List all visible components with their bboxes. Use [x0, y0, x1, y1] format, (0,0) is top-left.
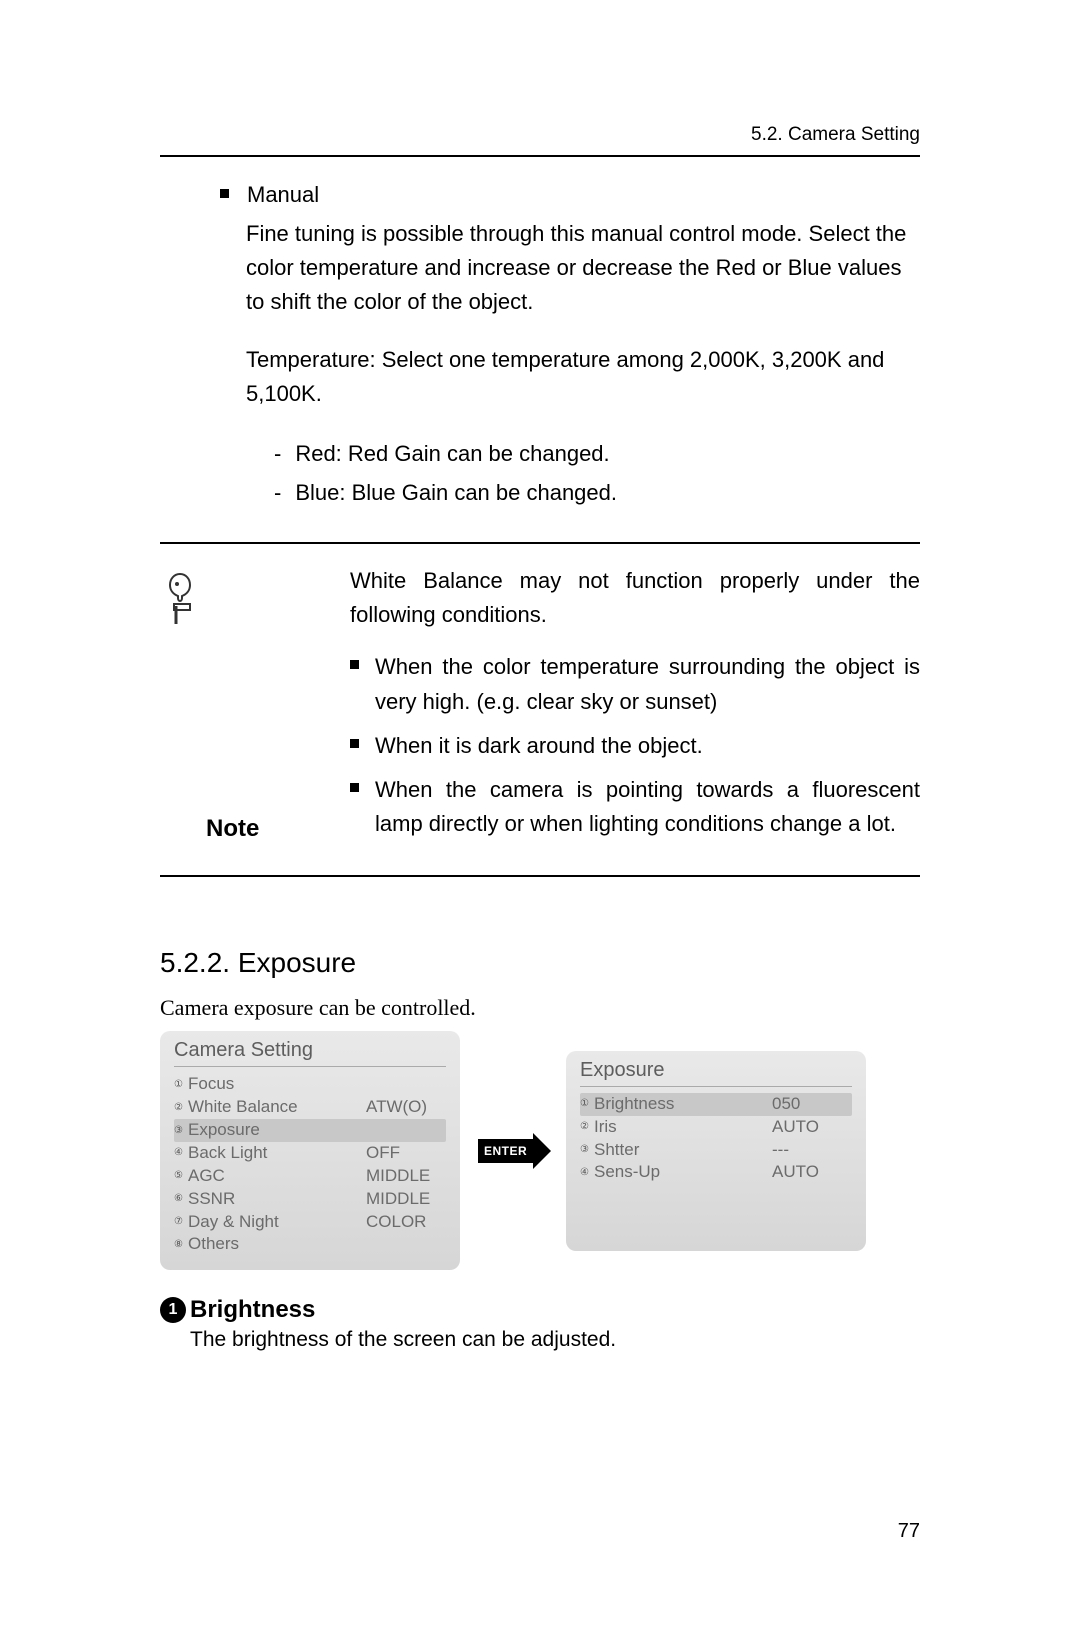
exposure-menu: Exposure ①Brightness050②IrisAUTO③Shtter-…: [566, 1051, 866, 1251]
menu-row-label: SSNR: [188, 1188, 366, 1211]
square-bullet-icon: [350, 660, 359, 669]
menu-row-value: AUTO: [772, 1116, 852, 1139]
menu-row: ④Sens-UpAUTO: [580, 1161, 852, 1184]
menu-row-label: Others: [188, 1233, 366, 1256]
note-item: When the color temperature surrounding t…: [375, 650, 920, 718]
circled-number-icon: 1: [160, 1297, 186, 1323]
menu-row: ⑤AGCMIDDLE: [174, 1165, 446, 1188]
dash-icon: -: [274, 435, 281, 474]
menu-row-number: ④: [174, 1146, 188, 1160]
brightness-heading: 1 Brightness: [160, 1296, 920, 1324]
note-label: Note: [206, 815, 259, 851]
menu-row-value: 050: [772, 1093, 852, 1116]
menu-row-value: OFF: [366, 1142, 446, 1165]
square-bullet-icon: [350, 783, 359, 792]
running-header: 5.2. Camera Setting: [751, 124, 920, 146]
menu-row-value: ATW(O): [366, 1096, 446, 1119]
enter-label: ENTER: [478, 1139, 533, 1163]
dash-item: Red: Red Gain can be changed.: [295, 435, 609, 474]
dash-item: Blue: Blue Gain can be changed.: [295, 474, 617, 513]
note-hand-icon: [160, 570, 200, 630]
menu-row: ④Back LightOFF: [174, 1142, 446, 1165]
menu-title: Camera Setting: [174, 1039, 446, 1067]
menu-row-label: Shtter: [594, 1139, 772, 1162]
menu-row-number: ⑥: [174, 1192, 188, 1206]
note-item: When it is dark around the object.: [375, 729, 920, 763]
camera-setting-menu: Camera Setting ①Focus②White BalanceATW(O…: [160, 1031, 460, 1271]
menu-row-value: MIDDLE: [366, 1165, 446, 1188]
menu-row-number: ②: [580, 1120, 594, 1134]
menu-row-label: Brightness: [594, 1093, 772, 1116]
menu-row-number: ③: [174, 1124, 188, 1138]
note-intro: White Balance may not function properly …: [350, 564, 920, 632]
menu-row-label: Back Light: [188, 1142, 366, 1165]
square-bullet-icon: [220, 189, 229, 198]
menu-row-value: MIDDLE: [366, 1188, 446, 1211]
header-rule: [160, 155, 920, 157]
menu-title: Exposure: [580, 1059, 852, 1087]
menu-row-label: Iris: [594, 1116, 772, 1139]
menu-row-value: COLOR: [366, 1211, 446, 1234]
menu-row: ③Shtter---: [580, 1139, 852, 1162]
note-item: When the camera is pointing towards a fl…: [375, 773, 920, 841]
menu-row-label: White Balance: [188, 1096, 366, 1119]
document-page: 5.2. Camera Setting Manual Fine tuning i…: [0, 0, 1080, 1643]
menu-row-label: Exposure: [188, 1119, 366, 1142]
menu-row: ③Exposure: [174, 1119, 446, 1142]
menu-row: ②White BalanceATW(O): [174, 1096, 446, 1119]
manual-body: Fine tuning is possible through this man…: [246, 217, 920, 319]
exposure-heading: 5.2.2. Exposure: [160, 947, 920, 979]
dash-icon: -: [274, 474, 281, 513]
menu-row: ⑦Day & NightCOLOR: [174, 1211, 446, 1234]
menu-row-number: ⑦: [174, 1215, 188, 1229]
manual-temperature: Temperature: Select one temperature amon…: [246, 343, 920, 411]
enter-arrow-icon: ENTER: [478, 1133, 548, 1169]
menu-row-value: AUTO: [772, 1161, 852, 1184]
menu-screenshot-row: Camera Setting ①Focus②White BalanceATW(O…: [160, 1031, 920, 1271]
exposure-intro: Camera exposure can be controlled.: [160, 995, 920, 1021]
menu-row-number: ③: [580, 1143, 594, 1157]
menu-row-label: Focus: [188, 1073, 366, 1096]
menu-row-label: Day & Night: [188, 1211, 366, 1234]
menu-row-label: Sens-Up: [594, 1161, 772, 1184]
manual-title: Manual: [247, 180, 319, 211]
menu-row: ①Brightness050: [580, 1093, 852, 1116]
manual-block: Manual Fine tuning is possible through t…: [220, 180, 920, 512]
menu-row-number: ①: [174, 1078, 188, 1092]
menu-row-number: ⑧: [174, 1238, 188, 1252]
menu-row-number: ④: [580, 1166, 594, 1180]
manual-dash-list: -Red: Red Gain can be changed. -Blue: Bl…: [274, 435, 920, 512]
menu-row: ②IrisAUTO: [580, 1116, 852, 1139]
menu-row: ①Focus: [174, 1073, 446, 1096]
menu-row: ⑧Others: [174, 1233, 446, 1256]
note-box: Note White Balance may not function prop…: [160, 542, 920, 877]
menu-row-label: AGC: [188, 1165, 366, 1188]
menu-row-value: ---: [772, 1139, 852, 1162]
brightness-body: The brightness of the screen can be adju…: [190, 1328, 920, 1352]
page-number: 77: [898, 1520, 920, 1543]
brightness-title: Brightness: [190, 1296, 315, 1324]
menu-row-number: ②: [174, 1101, 188, 1115]
menu-row: ⑥SSNRMIDDLE: [174, 1188, 446, 1211]
menu-row-number: ①: [580, 1097, 594, 1111]
square-bullet-icon: [350, 739, 359, 748]
menu-row-number: ⑤: [174, 1169, 188, 1183]
